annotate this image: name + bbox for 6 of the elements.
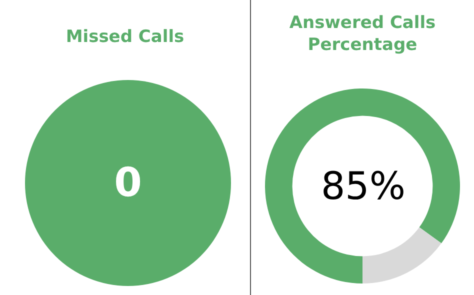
text: 0	[113, 159, 143, 208]
text: Missed Calls	[64, 26, 186, 48]
donut-slice	[265, 88, 460, 284]
donut-slice	[362, 227, 442, 284]
chart-title: Answered Calls Percentage	[288, 12, 437, 56]
text: 85%	[321, 164, 406, 208]
